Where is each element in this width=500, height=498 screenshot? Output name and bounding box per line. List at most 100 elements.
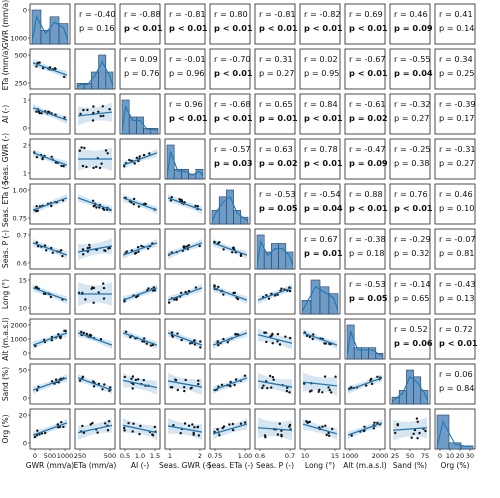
cell-2-9-frame: [434, 93, 476, 135]
p-label-2-9: p = 0.17: [439, 113, 475, 123]
hist-bar-0-0: [31, 9, 42, 45]
data-point-8-3-11: [174, 378, 177, 381]
hist-bar-0-3: [58, 23, 69, 45]
data-point-4-1-4: [95, 206, 98, 209]
data-point-7-1-6: [88, 333, 92, 336]
regression-line-7-2: [122, 332, 158, 346]
data-point-5-4-8: [231, 246, 235, 250]
regression-line-7-4: [212, 332, 248, 346]
x-tick-5-0: 0.6: [255, 452, 265, 460]
data-point-9-6-2: [331, 427, 334, 431]
data-point-3-1-3: [106, 152, 109, 155]
r-label-4-5: r = -0.53: [259, 189, 296, 199]
data-point-9-7-7: [376, 421, 379, 425]
data-point-9-1-11: [107, 420, 111, 423]
hist-bar-1-3: [98, 54, 107, 90]
p-label-0-2: p < 0.01: [124, 23, 163, 33]
x-tick-8-0: 25: [391, 452, 399, 460]
data-point-2-0-1: [63, 116, 66, 119]
data-point-8-3-9: [171, 386, 174, 389]
data-point-9-4-3: [231, 422, 234, 426]
data-point-5-1-5: [82, 253, 85, 256]
p-label-2-8: p = 0.27: [394, 113, 430, 123]
regression-line-9-0: [32, 422, 68, 436]
data-point-8-6-2: [330, 391, 333, 394]
data-point-2-1-3: [92, 105, 95, 108]
data-point-8-2-10: [131, 387, 134, 390]
data-point-4-2-3: [144, 202, 147, 206]
data-point-8-2-2: [131, 375, 135, 378]
data-point-8-6-9: [327, 386, 330, 389]
data-point-4-0-7: [50, 204, 53, 208]
regression-line-3-0: [32, 152, 68, 166]
y-tick-7-1: 1000: [10, 336, 27, 344]
data-point-9-4-10: [216, 428, 219, 431]
cell-1-2-frame: [119, 48, 161, 90]
x-tick-9-2: 20: [456, 452, 464, 460]
x-axis-label-1: ETa (mm/a): [74, 461, 117, 470]
data-point-9-5-8: [288, 425, 291, 428]
cell-3-8-frame: [389, 138, 431, 180]
data-point-2-1-8: [91, 119, 95, 122]
regression-line-8-0: [32, 377, 68, 391]
regression-line-9-4: [212, 423, 248, 435]
regression-line-7-3: [167, 332, 203, 346]
p-label-1-8: p = 0.04: [394, 68, 433, 78]
x-axis-label-3: Seas. GWR (-): [159, 461, 211, 470]
p-label-5-7: p = 0.18: [349, 248, 385, 258]
y-axis-label-4: Seas. ETa (-): [1, 181, 10, 227]
data-point-7-3-4: [199, 346, 202, 349]
data-point-9-3-1: [192, 431, 195, 435]
data-point-8-2-0: [132, 382, 135, 386]
cell-7-8-frame: [389, 318, 431, 360]
kde-curve-3: [166, 151, 204, 178]
data-point-8-4-1: [243, 374, 247, 377]
regression-line-6-4: [212, 287, 248, 301]
p-label-3-9: p = 0.27: [439, 158, 475, 168]
data-point-7-4-4: [234, 332, 237, 336]
x-tick-7-0: 1000: [342, 452, 359, 460]
regression-line-8-2: [122, 379, 158, 389]
data-point-9-8-1: [415, 417, 419, 420]
p-label-0-1: p = 0.16: [79, 23, 115, 33]
data-point-6-1-2: [97, 291, 100, 294]
regression-line-7-0: [32, 332, 68, 346]
cell-4-9-frame: [434, 183, 476, 225]
r-label-2-7: r = -0.61: [349, 99, 386, 109]
data-point-5-2-9: [133, 252, 137, 255]
y-tick-8-0: 50: [19, 367, 27, 375]
data-point-9-2-10: [139, 424, 142, 428]
data-point-8-1-5: [78, 379, 82, 382]
kde-curve-7: [346, 329, 384, 358]
data-point-9-0-11: [56, 423, 59, 426]
regression-line-8-3: [167, 380, 203, 388]
data-point-6-1-9: [102, 282, 105, 285]
hist-bar-5-4: [285, 251, 294, 270]
data-point-8-1-4: [101, 388, 104, 391]
data-point-1-0-10: [38, 61, 41, 64]
cell-2-5-frame: [254, 93, 296, 135]
data-point-6-4-7: [232, 291, 235, 295]
data-point-8-5-3: [261, 386, 264, 390]
data-point-7-2-2: [143, 337, 146, 340]
data-point-3-0-4: [50, 155, 53, 158]
x-axis-label-8: Sand (%): [393, 461, 427, 470]
data-point-8-3-8: [184, 378, 187, 382]
p-label-6-9: p = 0.13: [439, 293, 475, 303]
data-point-9-7-0: [363, 425, 366, 428]
cell-6-9-frame: [434, 273, 476, 315]
x-tick-1-0: 250: [74, 452, 86, 460]
cell-0-3-frame: [164, 3, 206, 45]
data-point-9-6-4: [327, 431, 330, 435]
cell-0-4-frame: [209, 3, 251, 45]
x-tick-4-0: 0.75: [208, 452, 222, 460]
p-label-4-7: p < 0.01: [349, 203, 388, 213]
p-label-3-8: p = 0.38: [394, 158, 430, 168]
cell-6-8-frame: [389, 273, 431, 315]
data-point-4-3-0: [194, 204, 197, 208]
data-point-6-2-11: [135, 295, 138, 299]
data-point-3-1-8: [83, 146, 86, 150]
cell-5-7-frame: [344, 228, 386, 270]
data-point-5-3-8: [187, 244, 190, 247]
y-axis-label-9: Org (%): [1, 414, 10, 443]
